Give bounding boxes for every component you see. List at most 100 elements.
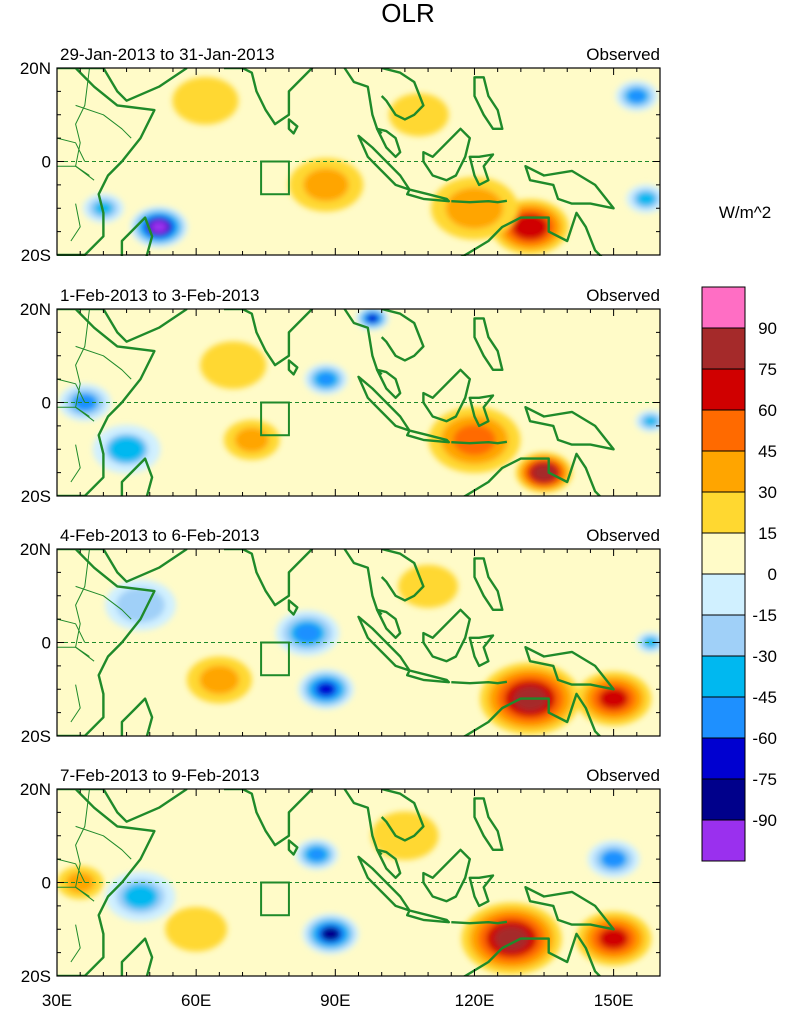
anomaly-contour bbox=[636, 191, 657, 207]
indochina-coastline bbox=[380, 68, 425, 121]
anomaly-contour bbox=[494, 926, 529, 951]
anomaly-contour bbox=[317, 373, 335, 386]
panel-1: 20N 0 20S 29-Jan-2013 to 31-Jan-2013 Observe… bbox=[20, 45, 661, 265]
x-tick-label: 60E bbox=[181, 991, 211, 1010]
srilanka-coastline bbox=[287, 599, 299, 616]
anomaly-contour bbox=[234, 427, 269, 453]
newguinea-coastline bbox=[524, 886, 615, 931]
australia-coastline bbox=[462, 932, 602, 976]
colorbar-swatch bbox=[701, 819, 746, 862]
y-tick-label: 20S bbox=[21, 727, 51, 746]
sulawesi-coastline bbox=[468, 634, 495, 668]
colorbar-level-label: -60 bbox=[752, 729, 777, 748]
anomaly-contour bbox=[643, 416, 658, 427]
colorbar-level-label: 60 bbox=[758, 401, 777, 420]
panel-date-range: 1-Feb-2013 to 3-Feb-2013 bbox=[60, 286, 259, 305]
panel-source-label: Observed bbox=[586, 766, 660, 785]
java-coastline bbox=[406, 429, 451, 444]
country-border bbox=[75, 585, 132, 620]
borneo-coastline bbox=[422, 127, 471, 182]
anomaly-contour bbox=[178, 81, 233, 120]
country-border bbox=[57, 646, 90, 657]
colorbar-swatch bbox=[701, 532, 746, 575]
country-border bbox=[75, 825, 132, 860]
colorbar-level-label: 90 bbox=[758, 319, 777, 338]
anomaly-field bbox=[58, 309, 660, 494]
malaya-coastline bbox=[375, 848, 402, 879]
australia-coastline bbox=[462, 452, 602, 496]
panel-2: 20N 0 20S 1-Feb-2013 to 3-Feb-2013 Observed bbox=[20, 286, 661, 506]
anomaly-contour bbox=[450, 191, 499, 226]
anomaly-contour bbox=[294, 623, 321, 643]
colorbar-level-label: 30 bbox=[758, 483, 777, 502]
x-tick-label: 30E bbox=[42, 991, 72, 1010]
anomaly-contour bbox=[602, 851, 625, 868]
colorbar-swatch bbox=[701, 450, 746, 493]
borneo-coastline bbox=[422, 608, 471, 663]
lesser-sunda-coastline bbox=[451, 920, 508, 925]
colorbar-swatch bbox=[701, 409, 746, 452]
sulawesi-coastline bbox=[468, 394, 495, 428]
india-coastline bbox=[224, 549, 314, 607]
colorbar-swatch bbox=[701, 696, 746, 739]
arabia-coastline bbox=[75, 68, 188, 102]
panel-source-label: Observed bbox=[586, 526, 660, 545]
anomaly-contour bbox=[516, 217, 544, 237]
srilanka-coastline bbox=[287, 839, 299, 856]
country-border bbox=[57, 886, 90, 897]
country-border bbox=[70, 924, 81, 963]
country-border bbox=[75, 345, 132, 380]
colorbar-level-label: 15 bbox=[758, 524, 777, 543]
panel-date-range: 29-Jan-2013 to 31-Jan-2013 bbox=[60, 45, 275, 64]
lesser-sunda-coastline bbox=[451, 199, 508, 204]
coastlines bbox=[57, 549, 615, 736]
sulawesi-coastline bbox=[468, 874, 495, 908]
y-tick-label: 20S bbox=[21, 246, 51, 265]
anomaly-contour bbox=[308, 848, 326, 861]
anomaly-contour bbox=[199, 665, 240, 695]
panel-source-label: Observed bbox=[586, 286, 660, 305]
borneo-coastline bbox=[422, 368, 471, 423]
colorbar-level-label: -90 bbox=[752, 811, 777, 830]
srilanka-coastline bbox=[287, 359, 299, 376]
y-tick-label: 0 bbox=[42, 153, 51, 172]
panel-date-range: 4-Feb-2013 to 6-Feb-2013 bbox=[60, 526, 259, 545]
index-region-box bbox=[260, 641, 290, 677]
y-tick-label: 20N bbox=[20, 780, 51, 799]
y-tick-label: 20S bbox=[21, 967, 51, 986]
colorbar-swatch bbox=[701, 286, 746, 329]
anomaly-contour bbox=[174, 913, 218, 945]
chart-title: OLR bbox=[381, 0, 434, 28]
country-border bbox=[57, 165, 90, 176]
lesser-sunda-coastline bbox=[451, 440, 508, 445]
anomaly-contour bbox=[388, 93, 449, 137]
malaya-coastline bbox=[375, 368, 402, 399]
country-border bbox=[57, 406, 90, 417]
indochina-coastline bbox=[380, 789, 425, 842]
country-border bbox=[75, 104, 132, 139]
anomaly-contour bbox=[628, 89, 646, 103]
arabia-coastline bbox=[75, 549, 188, 583]
country-border bbox=[57, 858, 86, 883]
country-border bbox=[70, 684, 81, 723]
anomaly-contour bbox=[123, 884, 158, 910]
y-tick-label: 20N bbox=[20, 59, 51, 78]
borneo-coastline bbox=[422, 848, 471, 903]
country-border bbox=[57, 378, 86, 403]
java-coastline bbox=[406, 669, 451, 684]
indochina-coastline bbox=[380, 549, 425, 602]
australia-coastline bbox=[462, 692, 602, 736]
anomaly-contour bbox=[73, 394, 97, 411]
country-border bbox=[70, 203, 81, 242]
anomaly-contour bbox=[108, 435, 145, 463]
y-tick-label: 20N bbox=[20, 540, 51, 559]
colorbar-level-label: -75 bbox=[752, 770, 777, 789]
arabia-coastline bbox=[75, 309, 188, 343]
india-coastline bbox=[224, 68, 314, 126]
y-tick-label: 0 bbox=[42, 394, 51, 413]
anomaly-contour bbox=[303, 168, 349, 202]
newguinea-coastline bbox=[524, 406, 615, 451]
anomaly-contour bbox=[643, 637, 659, 648]
colorbar-level-label: -45 bbox=[752, 688, 777, 707]
index-region-box bbox=[260, 160, 290, 196]
